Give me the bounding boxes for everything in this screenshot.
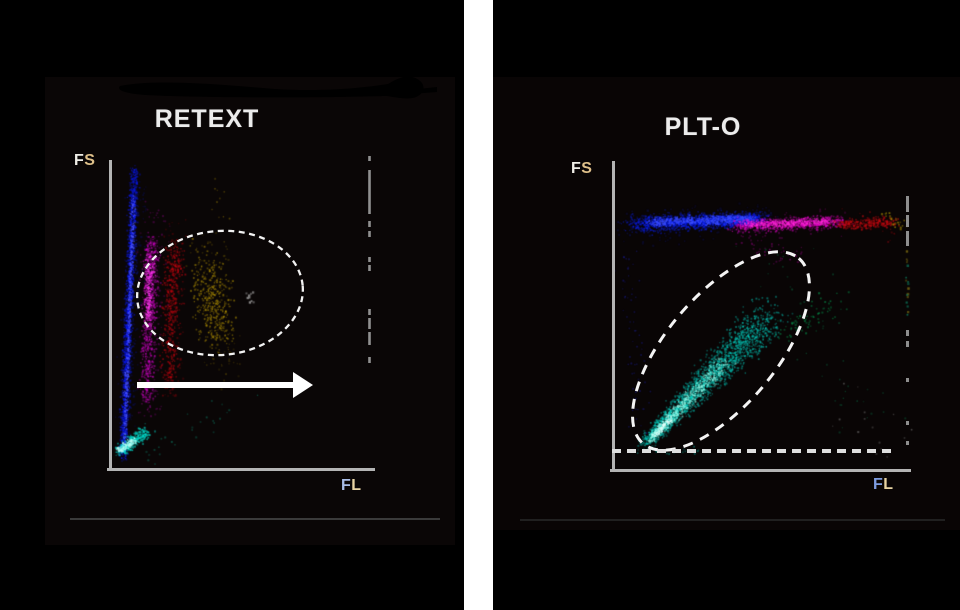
y-axis-line — [612, 161, 615, 472]
panel-gap — [464, 0, 493, 610]
axis-letter: F — [341, 477, 352, 494]
axis-letter: L — [883, 476, 894, 493]
y-axis-label: FS — [571, 160, 592, 178]
y-axis-label: FS — [74, 152, 95, 170]
axis-letter: S — [581, 160, 593, 177]
axis-letter: F — [74, 152, 85, 169]
x-axis-label: FL — [341, 477, 362, 495]
x-axis-line — [107, 468, 375, 471]
x-axis-label: FL — [873, 476, 894, 494]
panel-title: RETEXT — [154, 105, 260, 133]
panel-retext: RETEXT FS FL — [45, 77, 455, 545]
scatter-canvas-retext — [45, 77, 455, 545]
axis-letter: F — [873, 476, 884, 493]
y-axis-line — [109, 160, 112, 471]
scatter-canvas-plt-o — [493, 77, 960, 530]
axis-letter: S — [84, 152, 96, 169]
panel-title: PLT-O — [664, 113, 742, 141]
panel-plt-o: PLT-O FS FL — [493, 77, 960, 530]
axis-letter: F — [571, 160, 582, 177]
axis-letter: L — [351, 477, 362, 494]
panel-underline — [70, 518, 440, 520]
x-axis-line — [610, 469, 911, 472]
panel-underline — [520, 519, 945, 521]
